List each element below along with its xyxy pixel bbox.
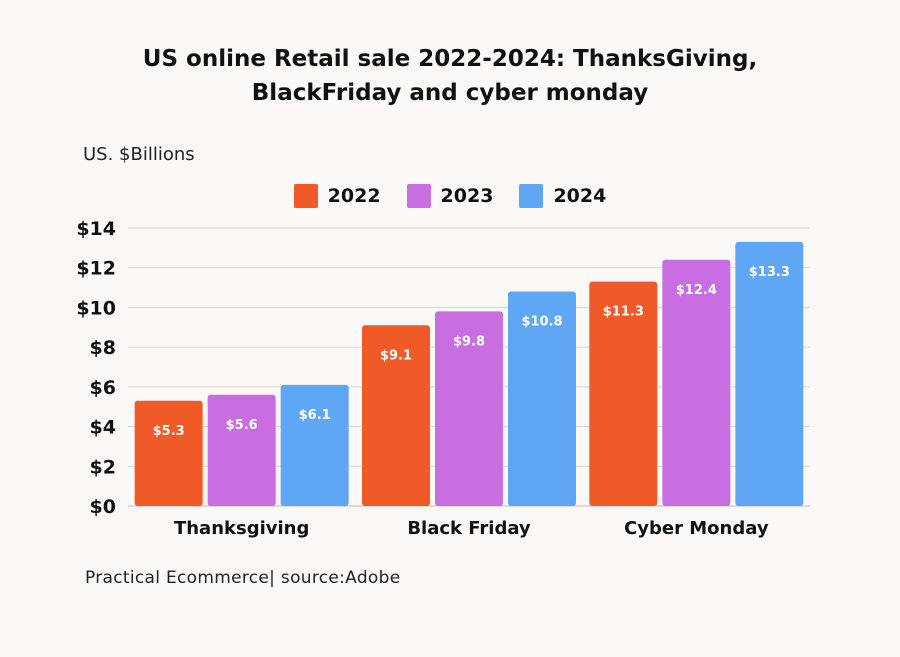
y-tick-label: $4 — [90, 417, 116, 439]
bar — [207, 394, 276, 506]
bar — [735, 241, 804, 506]
data-label: $9.8 — [453, 334, 485, 349]
data-label: $10.8 — [521, 315, 562, 330]
bar — [662, 259, 731, 506]
data-label: $13.3 — [749, 265, 790, 280]
y-tick-label: $2 — [90, 456, 116, 478]
y-tick-label: $12 — [76, 258, 116, 280]
legend: 2022 2023 2024 — [0, 184, 900, 208]
legend-item-2022: 2022 — [293, 184, 381, 208]
y-tick-label: $6 — [90, 377, 116, 399]
y-tick-label: $14 — [76, 218, 116, 240]
chart-title-line-2: BlackFriday and cyber monday — [251, 80, 649, 106]
x-tick-label: Thanksgiving — [174, 518, 309, 539]
chart-title-line-1: US online Retail sale 2022-2024: ThanksG… — [142, 46, 758, 72]
data-label: $5.3 — [153, 424, 185, 439]
data-label: $12.4 — [676, 283, 717, 298]
y-tick-label: $8 — [90, 337, 116, 359]
legend-item-2023: 2023 — [406, 184, 494, 208]
legend-item-2024: 2024 — [519, 184, 606, 208]
bar — [508, 291, 576, 506]
bar — [589, 281, 658, 506]
legend-label-2024: 2024 — [553, 185, 607, 207]
legend-label-2023: 2023 — [440, 185, 494, 207]
bar — [362, 325, 430, 506]
y-tick-label: $0 — [90, 496, 116, 518]
legend-label-2022: 2022 — [327, 185, 381, 207]
data-label: $5.6 — [226, 418, 258, 433]
data-label: $6.1 — [299, 408, 331, 423]
x-tick-label: Black Friday — [407, 518, 531, 539]
chart-title: US online Retail sale 2022-2024: ThanksG… — [0, 42, 900, 110]
bar — [134, 400, 203, 506]
y-tick-label: $10 — [76, 297, 116, 319]
bar — [280, 384, 349, 506]
source-note: Practical Ecommerce| source:Adobe — [85, 568, 401, 588]
legend-swatch-2022 — [293, 184, 318, 208]
bar — [435, 311, 503, 506]
data-label: $11.3 — [603, 305, 644, 320]
x-tick-label: Cyber Monday — [624, 518, 769, 539]
legend-swatch-2023 — [406, 184, 431, 208]
y-axis-unit-label: US. $Billions — [83, 144, 195, 165]
legend-swatch-2024 — [519, 184, 544, 208]
data-label: $9.1 — [380, 348, 412, 363]
